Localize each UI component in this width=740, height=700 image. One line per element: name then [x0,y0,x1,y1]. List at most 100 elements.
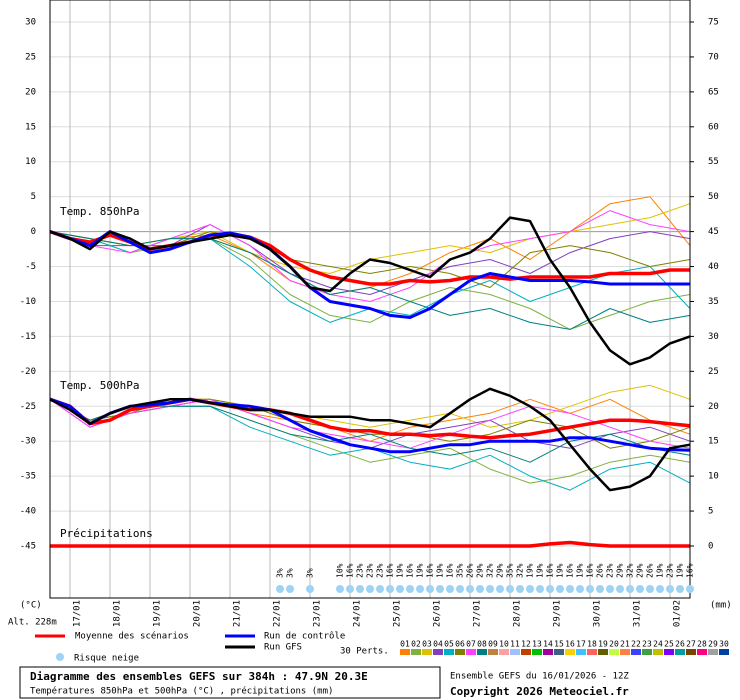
member-swatch [565,649,575,655]
snow-icon [396,585,404,593]
grid [50,0,694,598]
member-label: 13 [532,640,542,649]
member-swatch [477,649,487,655]
member-swatch [433,649,443,655]
member-label: 08 [477,640,487,649]
series-line [49,230,690,319]
snow-icon [556,585,564,593]
snow-icon [546,585,554,593]
x-tick-label: 31/01 [633,600,643,627]
run-info: Ensemble GEFS du 16/01/2026 - 12Z [450,672,629,682]
snow-icon [286,585,294,593]
y-tick-label: 5 [31,192,36,202]
member-label: 14 [543,640,553,649]
copyright: Copyright 2026 Meteociel.fr [450,685,629,698]
snow-icon [506,585,514,593]
y-tick-label: 20 [25,87,36,97]
snow-icon [536,585,544,593]
snow-icon [606,585,614,593]
snow-risk-label: 16% [346,563,355,578]
snow-icon [656,585,664,593]
snow-icon [446,585,454,593]
x-tick-label: 17/01 [73,600,83,627]
level-label: Temp. 500hPa [60,379,139,392]
x-tick-label: 26/01 [433,600,443,627]
snow-risk-label: 23% [666,563,675,578]
y-tick-label: -35 [20,472,36,482]
snow-icon [686,585,694,593]
member-label: 29 [708,640,718,649]
snow-risk-label: 16% [546,563,555,578]
snow-icon [596,585,604,593]
member-swatch [499,649,509,655]
footer-subtitle: Températures 850hPa et 500hPa (°C) , pré… [30,686,333,697]
snow-risk-label: 23% [376,563,385,578]
y2-tick-label: 5 [708,507,713,517]
member-label: 19 [598,640,608,649]
member-label: 16 [565,640,575,649]
y-axis-label: (°C) [20,601,42,611]
snow-risk-label: 3% [276,568,285,578]
snow-icon [436,585,444,593]
snow-risk-label: 19% [676,563,685,578]
perturbation-line [49,231,691,330]
y-tick-label: -45 [20,542,36,552]
member-label: 24 [653,640,663,649]
member-swatch [400,649,410,655]
member-label: 28 [697,640,707,649]
snow-risk-label: 19% [576,563,585,578]
y-tick-label: -15 [20,332,36,342]
x-tick-label: 24/01 [353,600,363,627]
member-label: 26 [675,640,685,649]
y2-tick-label: 10 [708,472,719,482]
snow-icon [496,585,504,593]
member-swatch [554,649,564,655]
x-tick-label: 21/01 [233,600,243,627]
snow-risk-label: 19% [556,563,565,578]
member-swatch [719,649,729,655]
y-tick-label: -40 [20,507,36,517]
x-tick-label: 25/01 [393,600,403,627]
level-label: Précipitations [60,527,153,540]
snow-risk-label: 16% [386,563,395,578]
member-swatch [686,649,696,655]
snow-icon [476,585,484,593]
x-tick-label: 18/01 [113,600,123,627]
legend: Risque neige 30 Perts. Moyenne des scéna… [35,631,729,664]
member-label: 15 [554,640,564,649]
snow-risk-label: 29% [496,563,505,578]
member-label: 17 [576,640,586,649]
x-tick-label: 23/01 [313,600,323,627]
y2-tick-label: 40 [708,262,719,272]
member-label: 09 [488,640,498,649]
y2-tick-label: 45 [708,227,719,237]
snow-icon [466,585,474,593]
snow-icon [306,585,314,593]
member-swatch [411,649,421,655]
member-label: 07 [466,640,476,649]
snow-icon [416,585,424,593]
y-tick-label: -25 [20,402,36,412]
y-tick-label: 30 [25,18,36,28]
snow-risk-label: 19% [436,563,445,578]
snow-icon [486,585,494,593]
y-tick-label: 10 [25,157,36,167]
x-tick-label: 27/01 [473,600,483,627]
legend-label: Moyenne des scénarios [75,631,189,642]
y-tick-label: 25 [25,52,36,62]
snow-risk-label: 19% [656,563,665,578]
x-tick-label: 20/01 [193,600,203,627]
plot-lines [49,196,691,548]
member-label: 06 [455,640,465,649]
y2-tick-label: 15 [708,437,719,447]
x-tick-label: 22/01 [273,600,283,627]
snow-risk-label: 32% [516,563,525,578]
snow-icon [566,585,574,593]
member-label: 12 [521,640,531,649]
member-swatch [488,649,498,655]
snow-icon [576,585,584,593]
y2-tick-label: 0 [708,542,713,552]
series-line [49,397,691,454]
member-swatch [543,649,553,655]
